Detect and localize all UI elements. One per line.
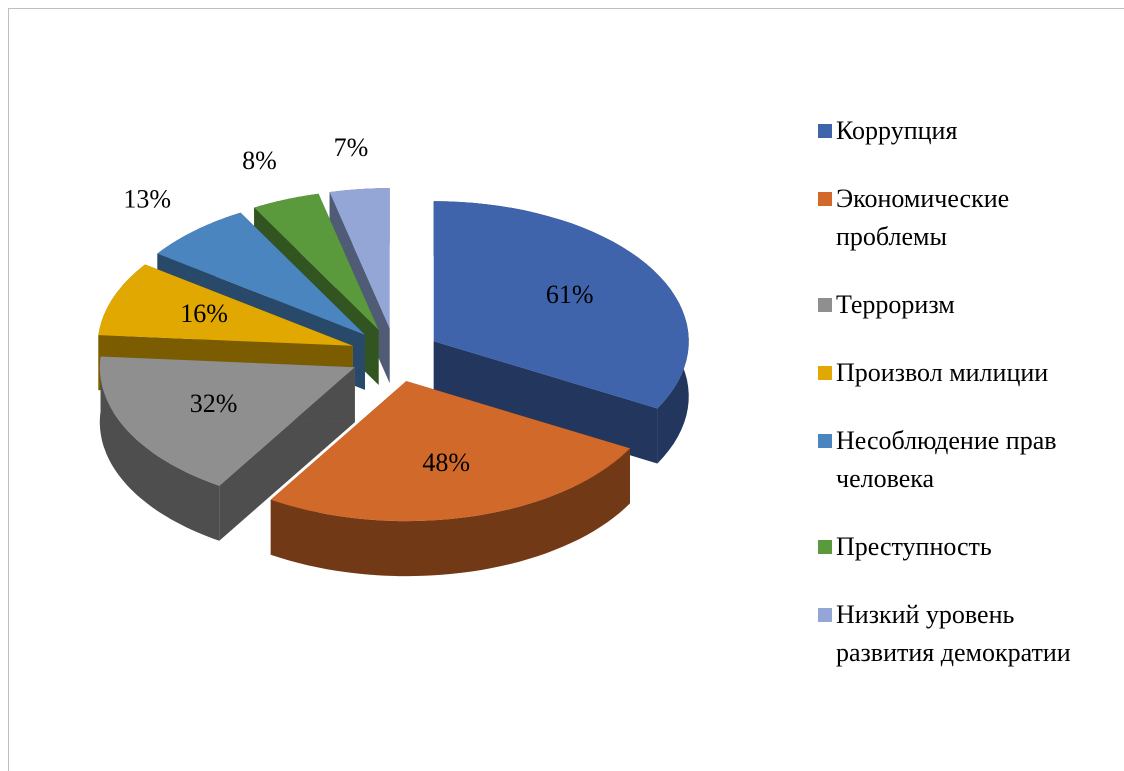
slice-top: [254, 193, 379, 330]
slice-side: [99, 356, 220, 541]
legend-swatch: [818, 192, 832, 206]
data-label: 7%: [334, 133, 369, 162]
slice-top: [157, 212, 365, 335]
slice-top: [98, 264, 353, 346]
legend-swatch: [818, 434, 832, 448]
data-label: 61%: [546, 280, 594, 309]
slice: [433, 201, 689, 464]
slice-side: [270, 448, 630, 577]
legend-swatch: [818, 366, 832, 380]
legend-item: Низкий уровень развития демократии: [818, 596, 1118, 672]
legend-swatch: [818, 298, 832, 312]
data-label: 48%: [422, 448, 470, 477]
slice-top: [329, 188, 390, 329]
slice-side-shade: [270, 448, 630, 577]
data-label: 8%: [242, 146, 277, 175]
legend-label: Низкий уровень развития демократии: [836, 600, 1071, 667]
slice: [270, 381, 630, 577]
legend-swatch: [818, 540, 832, 554]
slice-side-shade: [99, 356, 220, 541]
legend-label: Преступность: [836, 532, 992, 561]
slice: [99, 356, 355, 541]
data-label: 32%: [190, 389, 238, 418]
legend-swatch: [818, 608, 832, 622]
legend-item: Экономические проблемы: [818, 180, 1118, 256]
legend: Коррупция Экономические проблемы Терроризм…: [818, 112, 1118, 672]
slice-top: [270, 381, 630, 522]
slice-wall-shade: [433, 341, 658, 464]
slice-wall: [433, 341, 658, 464]
legend-label: Экономические проблемы: [836, 184, 1010, 251]
legend-item: Терроризм: [818, 286, 1118, 324]
legend-item: Преступность: [818, 528, 1118, 566]
data-label: 13%: [123, 184, 171, 213]
legend-item: Несоблюдение прав человека: [818, 422, 1118, 498]
legend-swatch: [818, 124, 832, 138]
legend-label: Несоблюдение прав человека: [836, 426, 1057, 493]
legend-label: Произвол милиции: [836, 358, 1049, 387]
legend-label: Коррупция: [836, 116, 958, 145]
slice-top: [433, 201, 689, 409]
legend-item: Произвол милиции: [818, 354, 1118, 392]
slice-top: [99, 356, 355, 486]
data-label: 16%: [180, 299, 228, 328]
legend-item: Коррупция: [818, 112, 1118, 150]
chart-frame: [8, 8, 1124, 771]
legend-label: Терроризм: [836, 290, 955, 319]
